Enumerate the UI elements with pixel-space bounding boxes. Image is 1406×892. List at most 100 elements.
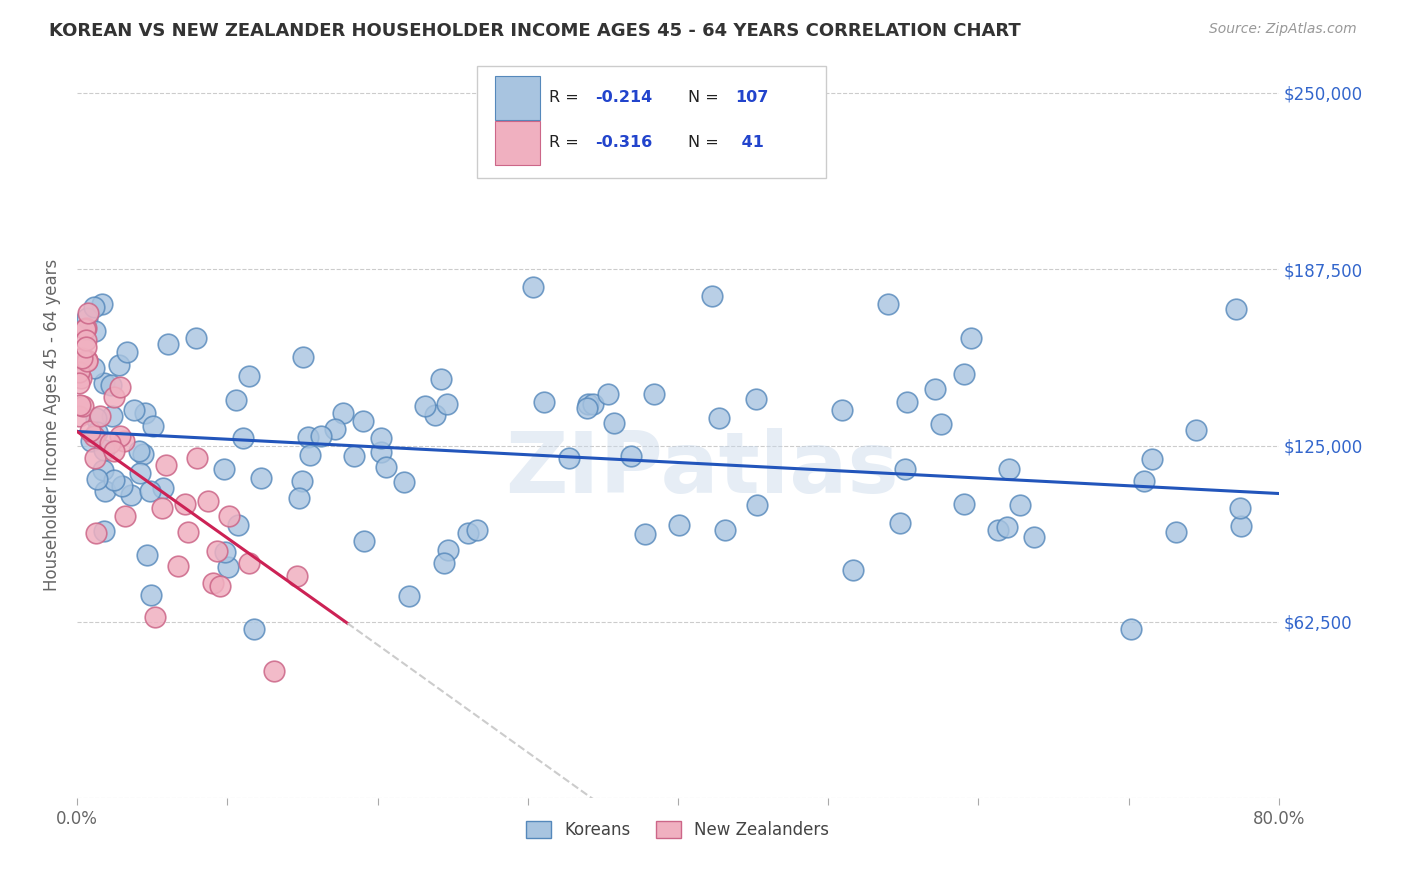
Text: R =: R = xyxy=(550,90,585,105)
Point xyxy=(707,410,730,425)
Point xyxy=(894,461,917,475)
Point xyxy=(79,424,101,438)
Point xyxy=(86,472,108,486)
Point xyxy=(167,558,190,573)
Point xyxy=(67,365,90,379)
Point xyxy=(290,475,312,489)
Point xyxy=(995,520,1018,534)
Point xyxy=(960,331,983,345)
Text: Source: ZipAtlas.com: Source: ZipAtlas.com xyxy=(1209,22,1357,37)
Point xyxy=(76,311,98,326)
Point xyxy=(931,417,953,431)
Point xyxy=(576,401,599,415)
Point xyxy=(425,408,447,422)
Text: ZIPatlas: ZIPatlas xyxy=(505,428,898,511)
Point xyxy=(1008,498,1031,512)
Point xyxy=(94,483,117,498)
Point xyxy=(831,402,853,417)
Point xyxy=(132,446,155,460)
Text: -0.316: -0.316 xyxy=(595,135,652,150)
Point xyxy=(174,497,197,511)
Point xyxy=(156,337,179,351)
Point xyxy=(889,516,911,530)
Point xyxy=(603,416,626,430)
Point xyxy=(75,321,97,335)
Point xyxy=(139,484,162,499)
FancyBboxPatch shape xyxy=(495,76,540,120)
Point xyxy=(997,462,1019,476)
Point xyxy=(103,390,125,404)
Text: N =: N = xyxy=(688,135,724,150)
Point xyxy=(896,394,918,409)
Point xyxy=(202,576,225,591)
Text: 107: 107 xyxy=(735,90,769,105)
Point xyxy=(713,524,735,538)
Point xyxy=(108,379,131,393)
Point xyxy=(93,524,115,538)
Point xyxy=(842,563,865,577)
Point xyxy=(103,443,125,458)
Point xyxy=(152,481,174,495)
Point xyxy=(83,451,105,466)
Point xyxy=(100,378,122,392)
Point xyxy=(1225,301,1247,316)
Text: N =: N = xyxy=(688,90,724,105)
Point xyxy=(250,471,273,485)
Legend: Koreans, New Zealanders: Koreans, New Zealanders xyxy=(520,814,837,846)
Point xyxy=(352,414,374,428)
Point xyxy=(370,431,392,445)
Point xyxy=(76,354,98,368)
Point xyxy=(394,475,416,489)
Point xyxy=(67,409,90,423)
Point xyxy=(108,428,131,442)
Point xyxy=(128,443,150,458)
Point xyxy=(433,557,456,571)
Text: 41: 41 xyxy=(735,135,763,150)
Point xyxy=(522,280,544,294)
Point xyxy=(263,664,285,678)
Point xyxy=(120,488,142,502)
Point xyxy=(209,579,232,593)
Point xyxy=(576,397,599,411)
Point xyxy=(1024,530,1046,544)
Point xyxy=(1119,622,1142,636)
Point xyxy=(745,499,768,513)
Point xyxy=(634,527,657,541)
Point xyxy=(457,525,479,540)
Point xyxy=(69,398,91,412)
FancyBboxPatch shape xyxy=(477,66,825,178)
Point xyxy=(309,429,332,443)
Point xyxy=(953,367,976,381)
Point xyxy=(101,409,124,424)
Point xyxy=(288,491,311,505)
Point xyxy=(398,589,420,603)
Point xyxy=(83,361,105,376)
Point xyxy=(80,434,103,449)
Point xyxy=(98,436,121,450)
Point xyxy=(430,372,453,386)
Point xyxy=(370,445,392,459)
Point xyxy=(72,351,94,365)
Point xyxy=(1229,500,1251,515)
Point xyxy=(375,460,398,475)
Point xyxy=(212,462,235,476)
Point xyxy=(226,517,249,532)
Point xyxy=(75,334,97,348)
Point xyxy=(465,523,488,537)
Point xyxy=(107,358,129,372)
Point xyxy=(297,430,319,444)
Point xyxy=(83,300,105,314)
Point xyxy=(103,473,125,487)
Point xyxy=(139,588,162,602)
Point xyxy=(76,353,98,368)
Point xyxy=(238,369,260,384)
Point xyxy=(436,397,458,411)
Point xyxy=(924,382,946,396)
Point xyxy=(177,525,200,540)
Point xyxy=(114,508,136,523)
Point xyxy=(143,610,166,624)
FancyBboxPatch shape xyxy=(495,120,540,165)
Point xyxy=(197,493,219,508)
Point xyxy=(76,306,98,320)
Text: KOREAN VS NEW ZEALANDER HOUSEHOLDER INCOME AGES 45 - 64 YEARS CORRELATION CHART: KOREAN VS NEW ZEALANDER HOUSEHOLDER INCO… xyxy=(49,22,1021,40)
